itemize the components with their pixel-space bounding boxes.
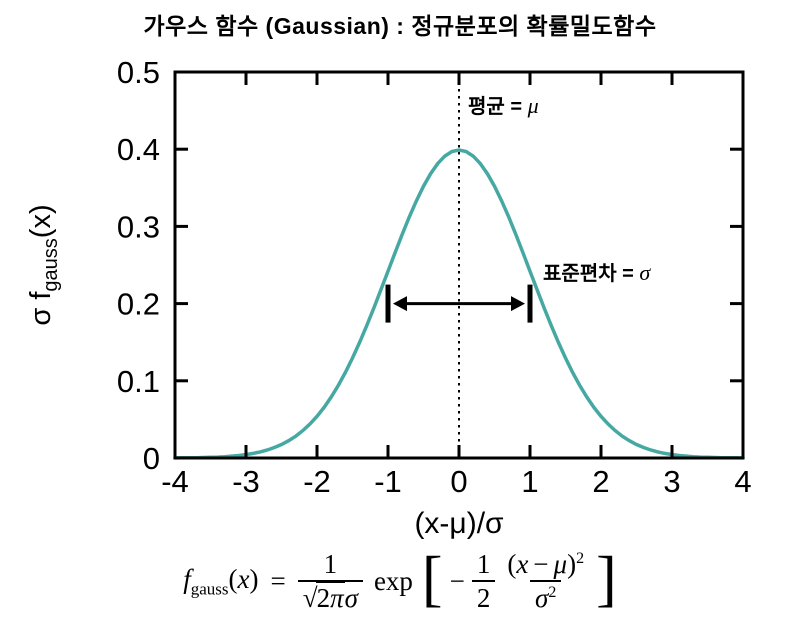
x-tick-label: -2 [303, 464, 331, 499]
stddev-annotation-text: 표준편차 = [543, 263, 634, 285]
x-axis-label: (x-μ)/σ [414, 507, 504, 540]
mean-annotation-text: 평균 = [468, 96, 523, 118]
formula-minus: − [449, 565, 465, 596]
y-axis-label-post: (x) [25, 204, 58, 239]
formula-normalization-fraction: 1 √2πσ [297, 550, 363, 614]
x-tick-label: 3 [663, 464, 680, 499]
formula-lhs: fgauss(x) [183, 563, 259, 599]
x-tick-label: -4 [161, 464, 189, 499]
y-tick-label: 0.2 [117, 287, 160, 322]
x-tick-label: -1 [374, 464, 402, 499]
mean-annotation: 평균 = μ [468, 90, 539, 119]
pdf-formula: fgauss(x) = 1 √2πσ exp [ − 1 2 (x − μ)2 σ2… [0, 545, 800, 614]
y-axis-label-sub: gauss [39, 238, 62, 292]
gaussian-plot: -4 -3 -2 -1 0 1 2 3 4 0 0.1 0.2 0.3 0.4 0.5 (x-μ)/σ [117, 55, 752, 540]
formula-equals: = [270, 565, 286, 596]
tick-marks [173, 70, 745, 460]
x-tick-label: 0 [450, 464, 467, 499]
y-tick-label: 0.5 [117, 55, 160, 90]
tick-labels: -4 -3 -2 -1 0 1 2 3 4 0 0.1 0.2 0.3 0.4 0.5 [117, 55, 752, 499]
sigma-symbol: σ [639, 260, 651, 285]
mu-symbol: μ [527, 93, 539, 118]
y-tick-label: 0 [143, 441, 160, 476]
stddev-arrow [385, 284, 533, 323]
x-tick-label: -3 [232, 464, 260, 499]
stddev-annotation: 표준편차 = σ [543, 257, 650, 286]
x-tick-label: 2 [592, 464, 609, 499]
y-tick-label: 0.4 [117, 132, 160, 167]
formula-exp: exp [373, 565, 413, 596]
chart-title: 가우스 함수 (Gaussian) : 정규분포의 확률밀도함수 [143, 13, 657, 39]
x-tick-label: 4 [734, 464, 751, 499]
y-axis-label-pre: σ f [25, 291, 58, 326]
formula-left-bracket: [ [421, 545, 443, 614]
formula-right-bracket: ] [596, 545, 617, 614]
formula-half-fraction: 1 2 [471, 550, 496, 613]
y-tick-label: 0.3 [117, 209, 160, 244]
y-tick-label: 0.1 [117, 364, 160, 399]
gaussian-curve [173, 148, 745, 460]
y-axis-label: σ fgauss(x) [25, 204, 63, 325]
formula-exponent-fraction: (x − μ)2 σ2 [507, 549, 585, 614]
x-tick-label: 1 [521, 464, 538, 499]
